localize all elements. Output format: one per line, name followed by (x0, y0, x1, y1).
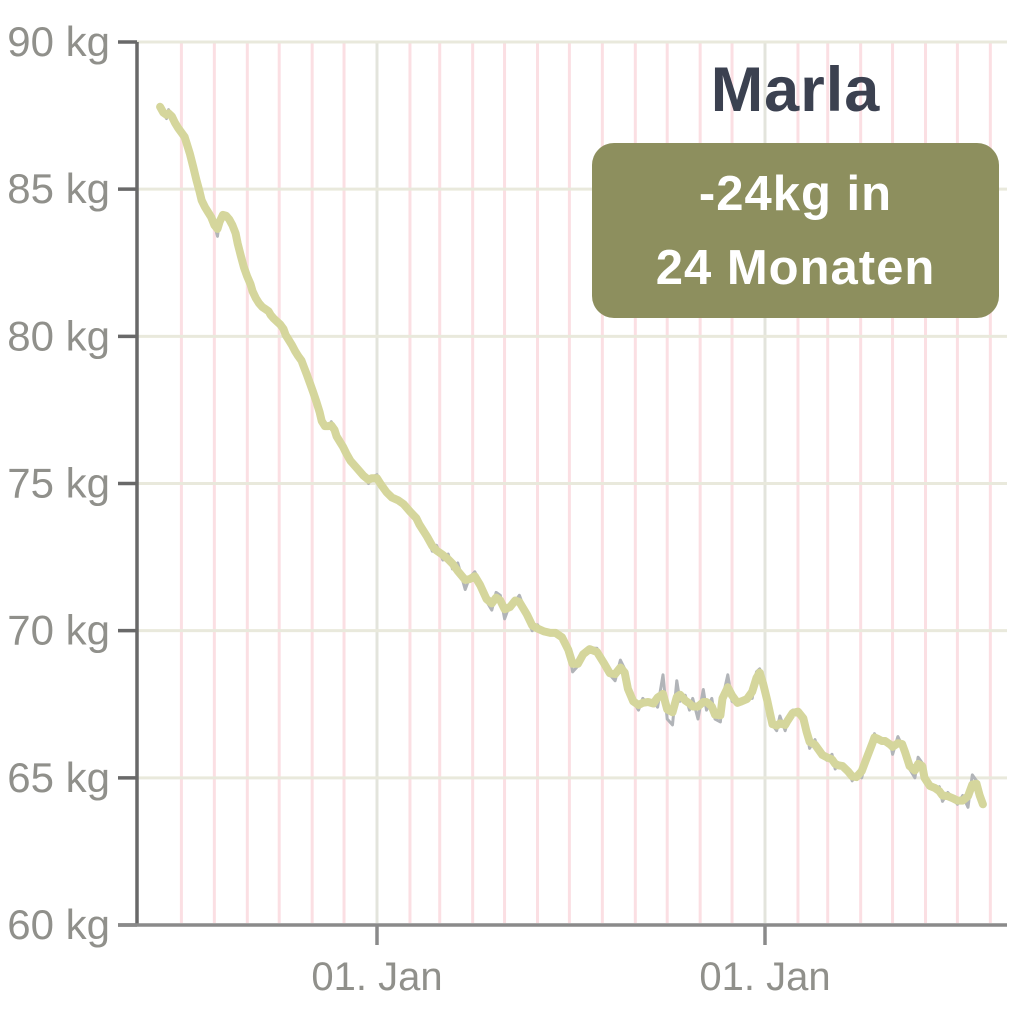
y-tick-label: 90 kg (7, 18, 110, 65)
chart-title: Marla (710, 55, 881, 125)
y-tick-label: 70 kg (7, 607, 110, 654)
y-tick-label: 75 kg (7, 460, 110, 507)
y-tick-label: 80 kg (7, 312, 110, 359)
weight-line (156, 102, 987, 809)
y-tick-label: 65 kg (7, 754, 110, 801)
weight-loss-badge: -24kg in 24 Monaten (592, 143, 999, 318)
x-tick-label: 01. Jan (311, 955, 442, 999)
x-tick-label: 01. Jan (699, 955, 830, 999)
badge-line-2: 24 Monaten (655, 240, 936, 295)
y-tick-label: 60 kg (7, 901, 110, 948)
y-tick-label: 85 kg (7, 165, 110, 212)
badge-line-1: -24kg in (698, 166, 893, 221)
